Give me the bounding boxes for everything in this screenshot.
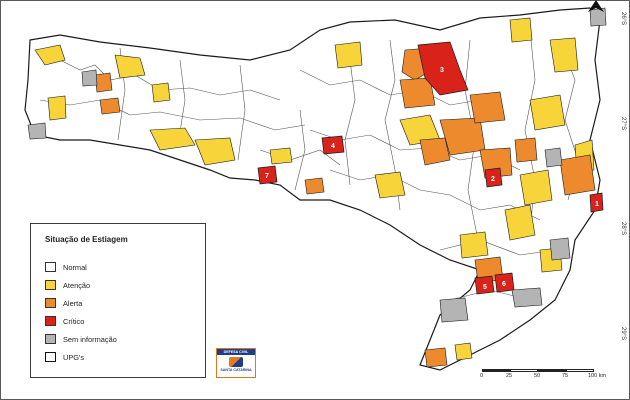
scale-segment-2 — [510, 369, 538, 372]
scale-label-75: 75 — [562, 373, 569, 379]
atencao-areas — [34, 17, 595, 361]
legend-item-normal: Normal — [45, 261, 87, 273]
region-markers: 3 4 7 2 5 6 1 — [265, 67, 599, 291]
coord-label-28s: 28°S — [620, 222, 626, 236]
logo-line1: DEFESA CIVIL — [217, 349, 255, 355]
scale-segment-4 — [566, 369, 594, 372]
scale-segment-1 — [482, 369, 510, 372]
scale-label-0: 0 — [480, 373, 484, 379]
scale-label-100km: 100 km — [588, 373, 607, 379]
legend-swatch-atencao — [45, 280, 56, 290]
alerta-areas — [94, 47, 596, 368]
region-marker-5: 5 — [483, 284, 487, 291]
critico-area-3 — [417, 41, 469, 96]
legend-label-upgs: UPG's — [63, 352, 85, 362]
legend-swatch-upgs — [45, 352, 56, 362]
defesa-civil-logo: DEFESA CIVIL SANTA CATARINA — [216, 348, 256, 378]
region-marker-3: 3 — [440, 67, 444, 74]
scale-segment-3 — [538, 369, 566, 372]
legend-item-sem-informacao: Sem informação — [45, 333, 117, 345]
scale-bar: 0 25 50 75 100 km — [478, 362, 613, 384]
scale-label-50: 50 — [534, 373, 541, 379]
logo-line2: SANTA CATARINA — [220, 368, 252, 372]
legend-label-critico: Crítico — [63, 316, 85, 326]
legend-item-atencao: Atenção — [45, 279, 90, 291]
coord-label-29s: 29°S — [620, 327, 626, 341]
legend-label-normal: Normal — [63, 262, 87, 272]
legend-swatch-alerta — [45, 298, 56, 308]
coord-label-26s: 26°S — [620, 12, 626, 26]
critico-area-7 — [257, 165, 278, 185]
legend-label-alerta: Alerta — [63, 298, 83, 308]
coord-label-27s: 27°S — [620, 117, 626, 131]
region-marker-4: 4 — [331, 143, 335, 150]
map-legend: Situação de Estiagem Normal Atenção Aler… — [30, 223, 206, 378]
critico-areas — [257, 41, 604, 295]
legend-swatch-sem-informacao — [45, 334, 56, 344]
sem-informacao-areas — [27, 7, 607, 323]
legend-swatch-critico — [45, 316, 56, 326]
critico-area-4 — [321, 135, 345, 155]
legend-swatch-normal — [45, 262, 56, 272]
legend-item-alerta: Alerta — [45, 297, 82, 309]
legend-item-upgs: UPG's — [45, 351, 84, 363]
legend-item-critico: Crítico — [45, 315, 84, 327]
legend-label-sem-informacao: Sem informação — [63, 334, 117, 344]
legend-label-atencao: Atenção — [63, 280, 91, 290]
region-marker-1: 1 — [595, 201, 599, 208]
critico-area-1 — [589, 192, 604, 213]
critico-area-2 — [484, 167, 503, 188]
legend-title: Situação de Estiagem — [45, 235, 128, 244]
logo-emblem-icon — [229, 357, 243, 367]
critico-area-5 — [474, 275, 495, 295]
region-marker-7: 7 — [265, 173, 269, 180]
region-marker-6: 6 — [502, 281, 506, 288]
region-marker-2: 2 — [491, 176, 495, 183]
scale-label-25: 25 — [506, 373, 513, 379]
north-arrow-icon — [588, 0, 604, 12]
